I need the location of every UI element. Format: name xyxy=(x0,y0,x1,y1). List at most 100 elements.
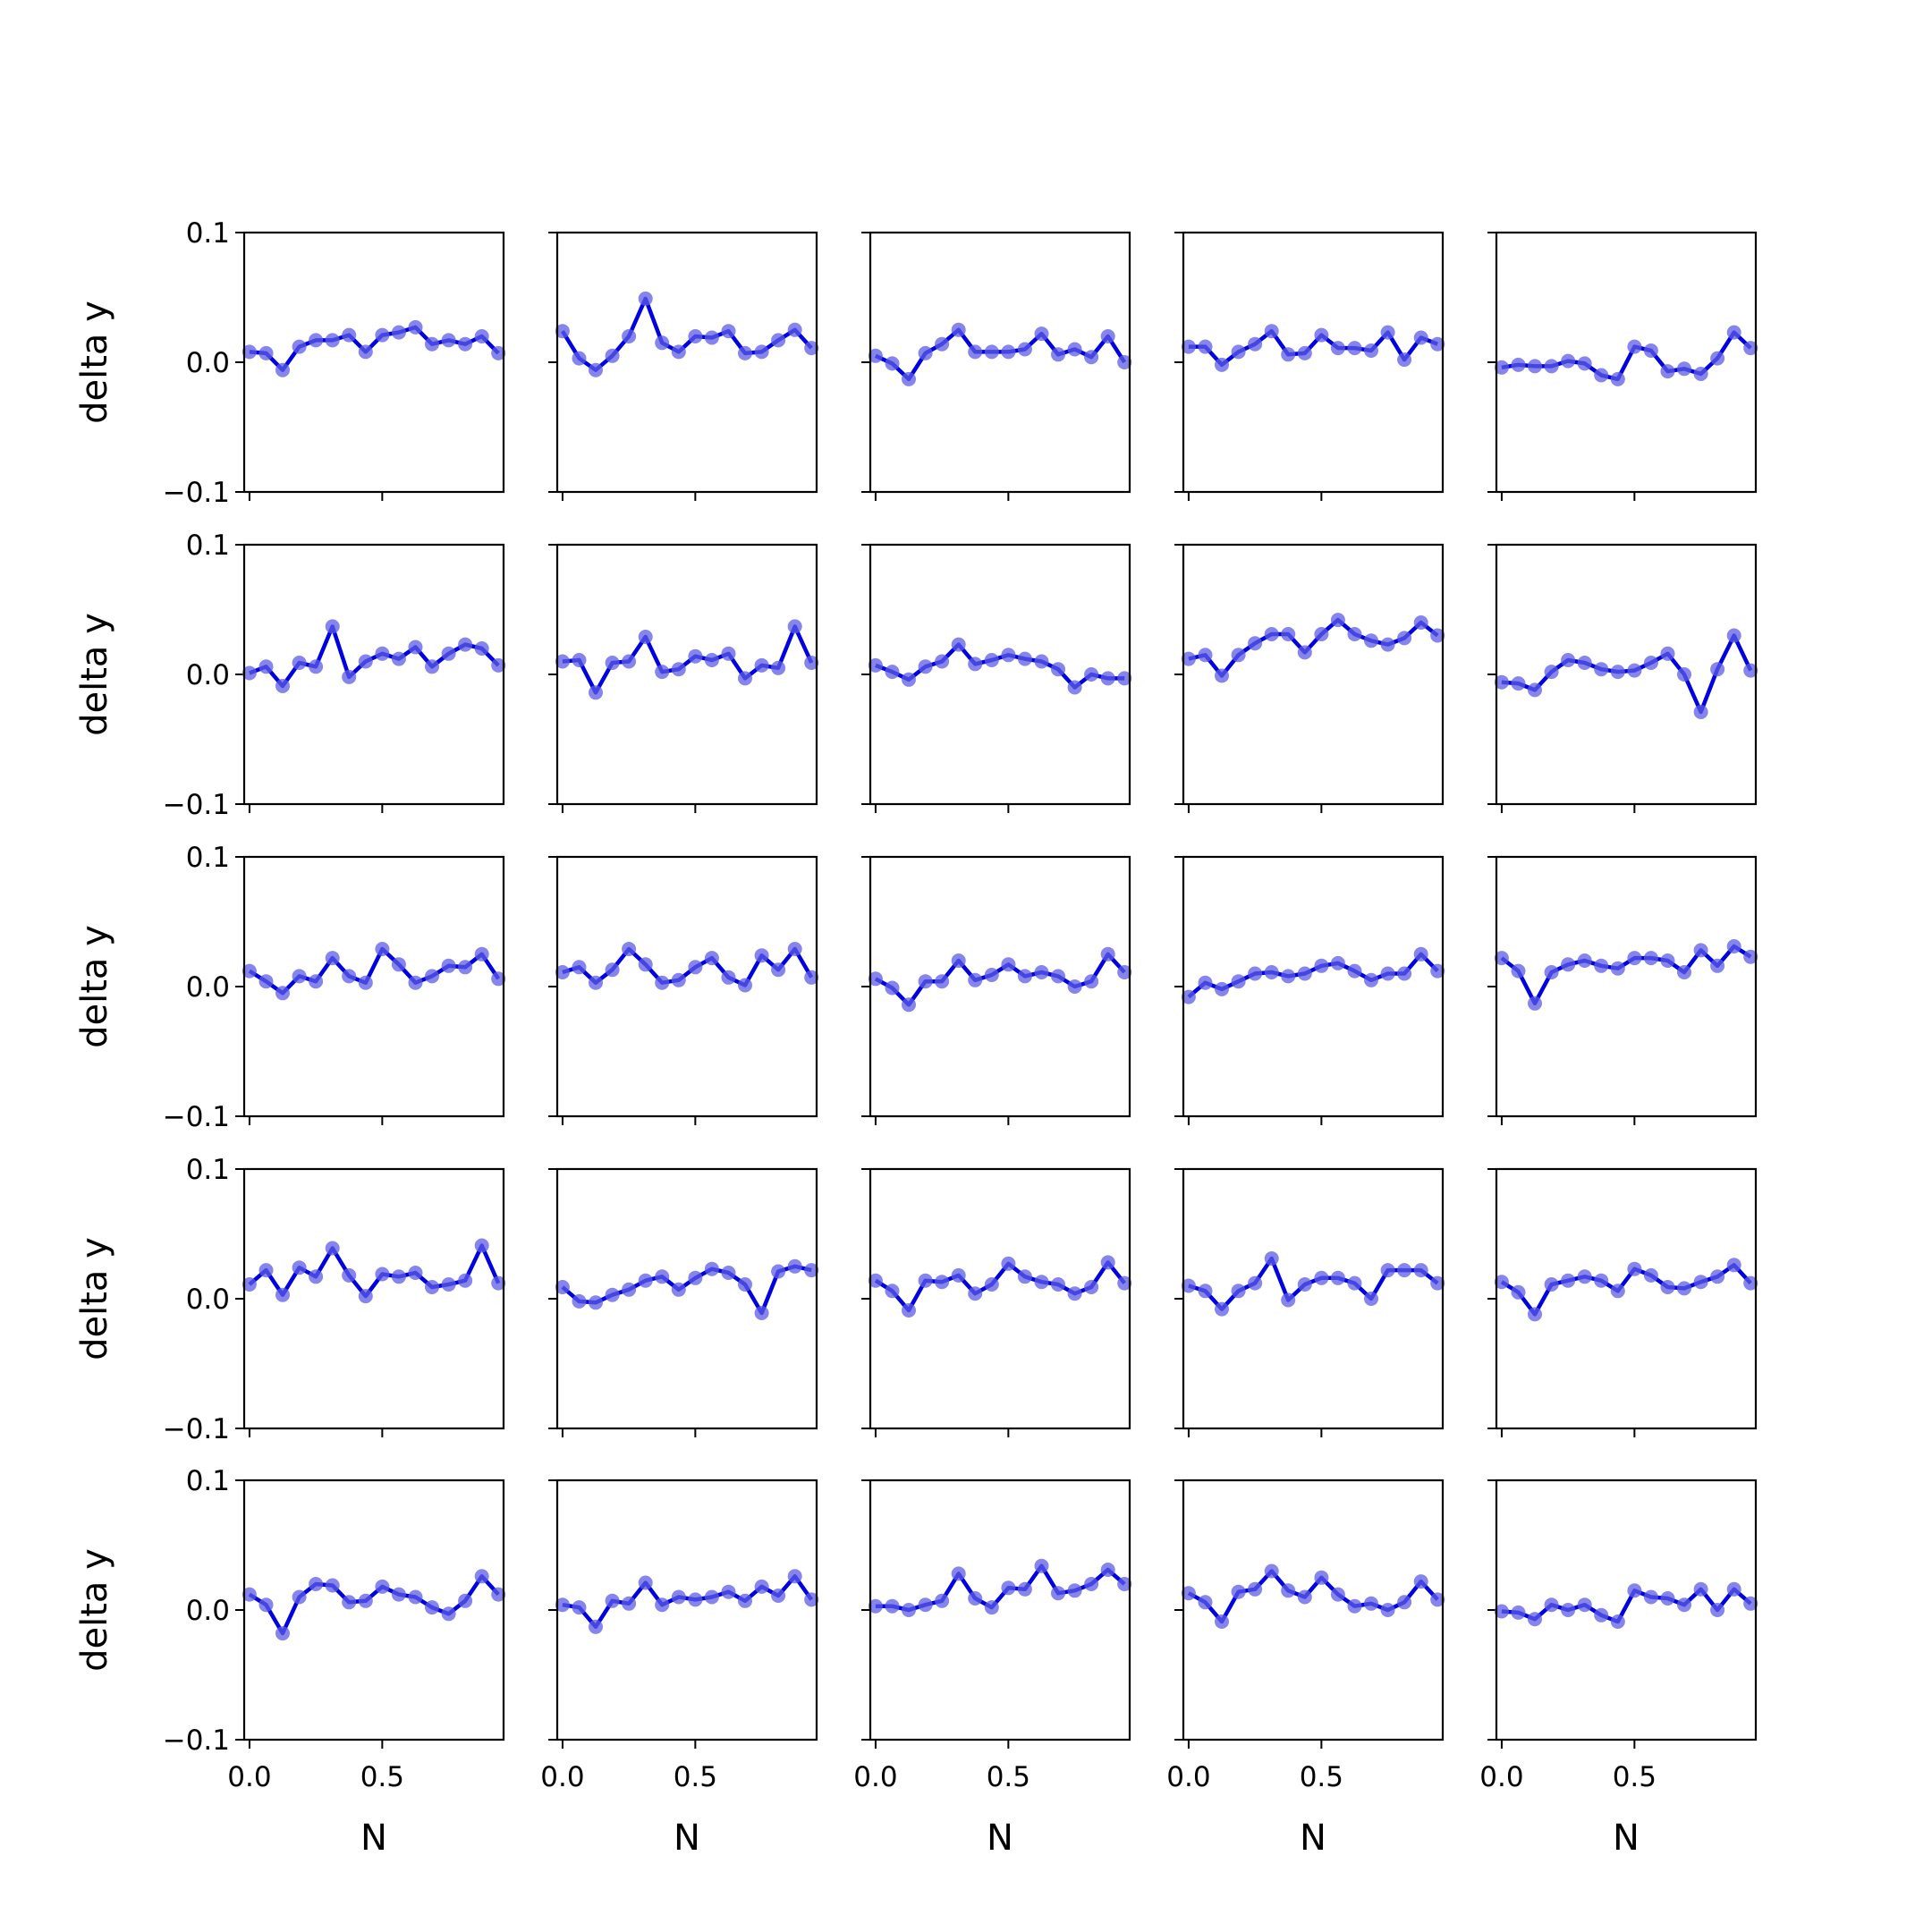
ytick-label: 0.0 xyxy=(186,659,230,691)
data-point xyxy=(1413,1574,1428,1589)
data-point xyxy=(1264,627,1279,641)
panel-frame xyxy=(1182,1479,1445,1741)
data-point xyxy=(275,986,290,1001)
data-point xyxy=(1610,665,1625,680)
data-point xyxy=(1511,357,1526,372)
data-point xyxy=(1594,662,1609,677)
data-point xyxy=(1577,356,1592,371)
data-point xyxy=(1380,637,1395,652)
data-point xyxy=(1528,682,1542,698)
data-point xyxy=(342,327,357,343)
data-point xyxy=(738,345,752,360)
x-axis-label: N xyxy=(674,1818,700,1859)
data-point xyxy=(622,942,637,956)
data-point xyxy=(754,1306,769,1320)
data-point xyxy=(968,657,983,672)
data-point xyxy=(984,1277,999,1292)
data-point xyxy=(1743,1596,1758,1611)
data-point xyxy=(968,1286,983,1301)
panel-r5-c4: 0.0 0.5 N xyxy=(1166,1479,1445,1859)
data-point xyxy=(787,1569,802,1584)
data-point xyxy=(1330,613,1345,628)
data-point xyxy=(441,1277,456,1292)
data-point xyxy=(1314,1570,1329,1585)
panel-r1-c4 xyxy=(1174,231,1445,501)
data-point xyxy=(868,348,883,363)
data-point xyxy=(275,362,290,377)
series-line xyxy=(561,1264,812,1316)
data-point xyxy=(1264,1251,1279,1266)
data-point xyxy=(375,327,390,343)
data-point xyxy=(1215,1301,1229,1317)
data-point xyxy=(638,291,653,306)
data-point xyxy=(425,336,439,352)
data-point xyxy=(258,1597,274,1613)
data-point xyxy=(1726,628,1741,643)
data-point xyxy=(605,1593,620,1608)
data-point xyxy=(1347,1598,1362,1614)
panel-r1-c5 xyxy=(1487,231,1758,501)
data-point xyxy=(1084,1280,1099,1294)
data-point xyxy=(885,665,900,680)
data-point xyxy=(935,974,950,989)
data-point xyxy=(1743,663,1758,678)
data-point xyxy=(1627,339,1642,354)
data-point xyxy=(1710,958,1725,973)
data-point xyxy=(804,1592,819,1607)
data-point xyxy=(868,657,883,673)
data-point xyxy=(491,657,506,673)
panel-r3-c4 xyxy=(1174,855,1445,1125)
data-point xyxy=(572,1600,587,1615)
panel-frame xyxy=(1182,1167,1445,1430)
data-point xyxy=(242,1587,257,1602)
series-line xyxy=(875,1563,1126,1613)
data-point xyxy=(1743,341,1758,356)
panel-r5-c5: 0.0 0.5 N xyxy=(1479,1479,1758,1859)
panel-frame xyxy=(1182,543,1445,806)
data-point xyxy=(1627,1261,1642,1276)
data-point xyxy=(1330,341,1345,356)
data-point xyxy=(1017,651,1032,666)
data-point xyxy=(1117,1275,1132,1291)
series-line xyxy=(1187,1569,1439,1624)
panel-r1-c3 xyxy=(861,231,1132,501)
data-point xyxy=(1231,974,1246,989)
panel-r5-c3: 0.0 0.5 N xyxy=(853,1479,1132,1859)
data-point xyxy=(1677,361,1691,377)
data-point xyxy=(1330,1587,1345,1602)
data-point xyxy=(474,1238,489,1253)
data-point xyxy=(638,1575,653,1590)
data-point xyxy=(1297,645,1312,660)
data-point xyxy=(1297,1277,1312,1292)
data-point xyxy=(1710,1603,1725,1617)
data-point xyxy=(375,1579,390,1594)
data-point xyxy=(1051,1586,1065,1601)
data-point xyxy=(951,637,966,652)
data-point xyxy=(918,1273,933,1288)
data-point xyxy=(951,1267,966,1283)
data-point xyxy=(984,1600,999,1615)
data-point xyxy=(1034,965,1049,979)
data-point xyxy=(1544,665,1559,680)
data-point xyxy=(935,336,950,352)
x-axis-label: N xyxy=(360,1818,387,1859)
panel-frame xyxy=(555,1167,818,1430)
data-point xyxy=(391,325,406,340)
series-line xyxy=(1188,328,1439,368)
data-point xyxy=(358,654,373,669)
data-point xyxy=(342,669,357,684)
data-point xyxy=(868,971,883,987)
data-point xyxy=(1330,955,1345,970)
data-point xyxy=(671,972,686,987)
data-point xyxy=(1397,1595,1412,1610)
data-point xyxy=(1198,975,1213,990)
panel-frame xyxy=(1495,231,1758,494)
series-line xyxy=(1187,952,1439,999)
data-point xyxy=(787,942,802,956)
panel-frame xyxy=(1182,231,1445,494)
data-point xyxy=(1561,653,1576,667)
data-point xyxy=(292,1589,307,1605)
data-point xyxy=(1017,1269,1032,1284)
data-point xyxy=(555,324,570,339)
